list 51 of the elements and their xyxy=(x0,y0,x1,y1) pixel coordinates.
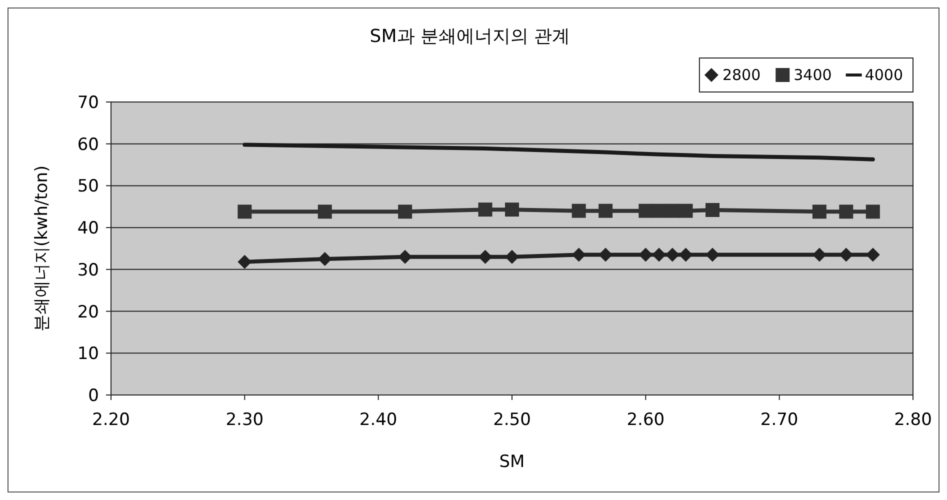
point xyxy=(398,204,412,219)
point xyxy=(598,204,613,218)
point xyxy=(812,204,826,219)
y-tick-label: 50 xyxy=(77,176,99,197)
point xyxy=(866,204,880,219)
point xyxy=(678,248,693,262)
x-tick-label: 2.70 xyxy=(760,410,798,430)
y-tick-label: 0 xyxy=(88,386,99,406)
point xyxy=(706,202,720,217)
point xyxy=(478,250,492,264)
y-tick-label: 20 xyxy=(77,302,99,322)
x-axis-title: SM xyxy=(499,452,525,472)
point xyxy=(706,248,720,262)
point xyxy=(652,248,666,262)
point xyxy=(238,254,252,269)
y-axis-title: 분쇄에너지(kwh/ton) xyxy=(32,165,52,332)
point xyxy=(572,204,586,218)
x-tick-label: 2.50 xyxy=(493,410,531,430)
legend-label: 4000 xyxy=(864,66,903,84)
legend-label: 3400 xyxy=(794,66,832,84)
x-tick-label: 2.40 xyxy=(359,410,398,430)
point xyxy=(652,204,666,218)
y-tick-label: 10 xyxy=(77,344,99,364)
point xyxy=(638,204,653,218)
point xyxy=(678,204,693,218)
point xyxy=(812,248,826,262)
chart-title: SM과 분쇄에너지의 관계 xyxy=(370,26,570,47)
x-tick-label: 2.80 xyxy=(894,410,932,430)
point xyxy=(505,202,519,217)
point xyxy=(478,202,492,217)
point xyxy=(598,248,613,262)
x-tick-label: 2.30 xyxy=(226,410,264,430)
point xyxy=(398,250,412,264)
x-tick-label: 2.60 xyxy=(626,410,665,430)
point xyxy=(572,248,586,262)
y-tick-label: 30 xyxy=(77,260,99,280)
legend-label: 2800 xyxy=(722,66,761,84)
point xyxy=(839,204,854,219)
point xyxy=(839,248,854,262)
y-tick-label: 40 xyxy=(77,218,99,239)
point xyxy=(318,252,332,266)
point xyxy=(665,248,680,262)
point xyxy=(238,204,252,219)
point xyxy=(318,204,332,219)
point xyxy=(638,248,653,262)
point xyxy=(866,248,880,262)
y-tick-label: 60 xyxy=(77,134,99,155)
point xyxy=(665,204,680,218)
point xyxy=(505,250,519,264)
y-tick-label: 70 xyxy=(77,93,99,113)
x-tick-label: 2.20 xyxy=(92,410,130,430)
